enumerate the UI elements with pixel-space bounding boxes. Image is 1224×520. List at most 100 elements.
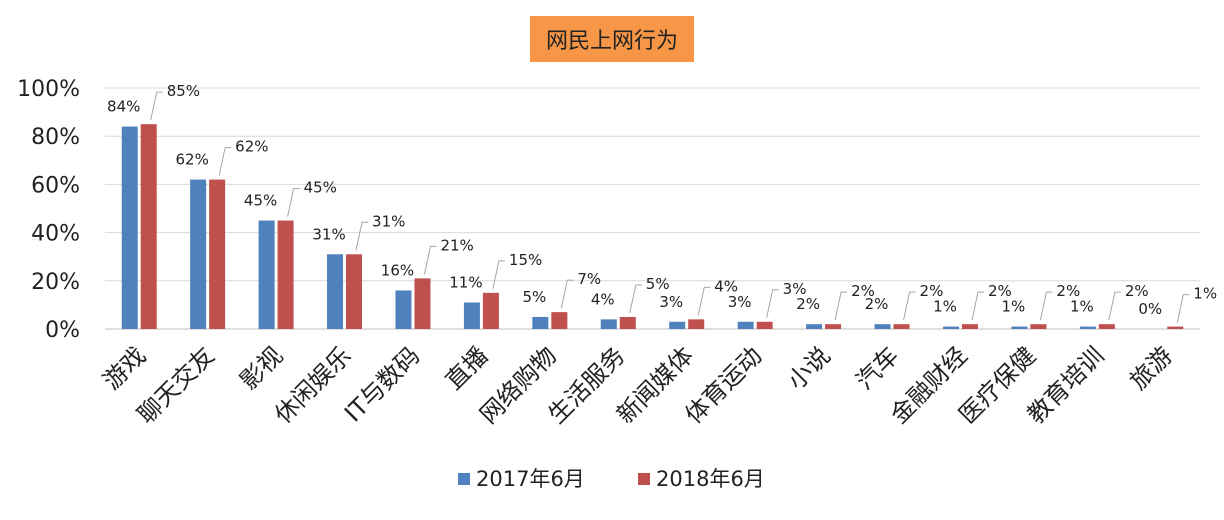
- legend-swatch-2018: [638, 473, 650, 485]
- bar-2018: [140, 124, 157, 330]
- bar-2017: [327, 254, 344, 329]
- bar-2018: [551, 312, 568, 329]
- data-label-2017: 45%: [244, 192, 277, 210]
- bar-2017: [1079, 326, 1096, 329]
- category-label: 小说: [782, 341, 836, 395]
- data-label-2017: 1%: [1002, 298, 1026, 316]
- leader-line: [150, 91, 163, 121]
- category-label: 休闲娱乐: [269, 341, 357, 429]
- y-tick-label: 0%: [45, 318, 80, 343]
- category-label: 旅游: [1124, 341, 1178, 395]
- leader-line: [1108, 291, 1121, 321]
- data-label-2017: 2%: [865, 295, 889, 313]
- data-label-2017: 3%: [659, 293, 683, 311]
- data-label-2018: 7%: [577, 270, 601, 288]
- category-label: 教育培训: [1022, 341, 1110, 429]
- bar-2018: [893, 324, 910, 329]
- bar-2018: [825, 324, 842, 329]
- data-label-2018: 2%: [1056, 282, 1080, 300]
- data-label-2018: 4%: [714, 277, 738, 295]
- bar-2018: [1098, 324, 1115, 329]
- legend-swatch-2017: [458, 473, 470, 485]
- leader-line: [629, 284, 642, 314]
- bar-2018: [346, 254, 363, 329]
- bar-2017: [532, 316, 549, 329]
- category-label: 影视: [235, 341, 289, 395]
- bar-2017: [942, 326, 959, 329]
- data-label-2018: 45%: [304, 179, 337, 197]
- leader-line: [355, 221, 369, 251]
- data-label-2017: 0%: [1138, 300, 1162, 318]
- category-label: 聊天交友: [132, 341, 220, 429]
- category-label: 游戏: [98, 341, 152, 395]
- data-label-2018: 2%: [1125, 282, 1149, 300]
- data-label-2017: 1%: [1070, 298, 1094, 316]
- bar-2018: [1167, 326, 1184, 329]
- bar-2018: [209, 179, 226, 329]
- data-label-2017: 5%: [522, 288, 546, 306]
- y-tick-label: 80%: [31, 125, 80, 150]
- bar-2018: [1030, 324, 1047, 329]
- data-label-2018: 2%: [851, 282, 875, 300]
- leader-line: [834, 291, 848, 321]
- y-tick-label: 60%: [31, 173, 80, 198]
- data-label-2018: 21%: [440, 236, 473, 254]
- bar-2017: [669, 321, 686, 329]
- bar-2017: [463, 302, 480, 329]
- legend-label-2018: 2018年6月: [656, 467, 765, 491]
- data-label-2017: 84%: [107, 98, 140, 116]
- data-label-2017: 1%: [933, 298, 957, 316]
- data-label-2018: 15%: [509, 251, 542, 269]
- category-label: 汽车: [851, 341, 905, 395]
- bar-2017: [874, 324, 891, 329]
- leader-line: [903, 291, 916, 321]
- bar-2018: [482, 292, 499, 329]
- leader-line: [492, 260, 505, 289]
- bar-2018: [414, 278, 431, 329]
- leader-line: [423, 245, 437, 275]
- data-label-2018: 31%: [372, 212, 405, 230]
- data-label-2018: 2%: [988, 282, 1012, 300]
- data-label-2018: 62%: [235, 138, 268, 156]
- y-tick-label: 20%: [31, 270, 80, 295]
- bar-2017: [190, 179, 207, 329]
- leader-line: [971, 291, 984, 321]
- category-label: IT与数码: [339, 341, 425, 427]
- data-label-2017: 16%: [381, 261, 414, 279]
- data-label-2018: 2%: [920, 282, 944, 300]
- data-label-2017: 11%: [449, 273, 482, 291]
- category-label: 直播: [440, 341, 494, 395]
- category-label: 体育运动: [680, 341, 768, 429]
- bar-2017: [395, 290, 412, 329]
- y-tick-label: 100%: [17, 77, 80, 102]
- y-tick-label: 40%: [31, 222, 80, 247]
- bar-2018: [756, 321, 773, 329]
- bar-2017: [258, 220, 275, 329]
- bar-2017: [737, 321, 754, 329]
- bar-2017: [600, 319, 617, 329]
- bar-2018: [688, 319, 705, 329]
- bar-2017: [1011, 326, 1028, 329]
- data-label-2017: 62%: [175, 151, 208, 169]
- legend-label-2017: 2017年6月: [476, 467, 585, 491]
- data-label-2017: 3%: [728, 293, 752, 311]
- data-label-2017: 4%: [591, 290, 615, 308]
- data-label-2018: 1%: [1193, 285, 1217, 303]
- data-label-2018: 3%: [783, 280, 807, 298]
- leader-line: [1039, 291, 1053, 321]
- leader-line: [560, 279, 574, 309]
- leader-line: [766, 289, 779, 318]
- bar-2018: [619, 316, 636, 329]
- leader-line: [287, 188, 300, 217]
- chart-title: 网民上网行为: [530, 16, 694, 62]
- data-label-2017: 2%: [796, 295, 820, 313]
- bar-2017: [806, 324, 823, 329]
- leader-line: [697, 286, 711, 316]
- leader-line: [218, 147, 232, 176]
- data-label-2018: 85%: [167, 82, 200, 100]
- leader-line: [1176, 294, 1190, 323]
- bar-2018: [961, 324, 978, 329]
- bar-2017: [121, 126, 138, 329]
